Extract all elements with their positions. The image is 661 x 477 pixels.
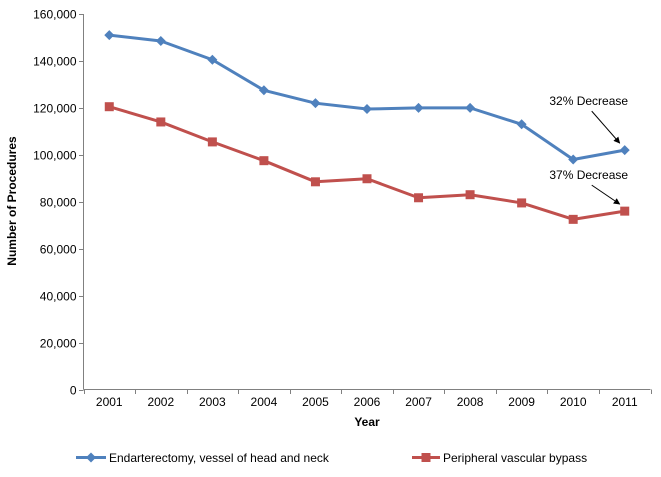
legend-item: Endarterectomy, vessel of head and neck: [76, 451, 330, 465]
series-marker: [104, 102, 114, 112]
y-tick-label: 0: [70, 384, 77, 398]
series-marker: [310, 177, 320, 187]
axes: [79, 14, 652, 394]
legend: Endarterectomy, vessel of head and neck P…: [76, 451, 587, 465]
annotation-text: 37% Decrease: [549, 168, 628, 182]
series-marker: [517, 198, 527, 208]
x-tick-label: 2011: [612, 395, 638, 409]
annotation-arrow: [591, 110, 621, 144]
legend-item: Peripheral vascular bypass: [412, 451, 587, 465]
series-marker: [516, 119, 527, 130]
legend-square-icon: [421, 453, 431, 462]
x-tick-label: 2004: [251, 395, 278, 409]
series-0: [104, 30, 630, 165]
series-marker: [465, 102, 476, 113]
annotation-text: 32% Decrease: [549, 94, 628, 108]
series-line: [107, 105, 627, 221]
series-marker: [207, 54, 218, 65]
legend-label: Peripheral vascular bypass: [443, 451, 587, 465]
series-line: [107, 33, 627, 162]
x-tick-label: 2006: [354, 395, 381, 409]
x-tick-label: 2005: [302, 395, 329, 409]
y-tick-label: 160,000: [33, 8, 77, 22]
legend-label: Endarterectomy, vessel of head and neck: [109, 451, 330, 465]
annotation: 32% Decrease: [549, 94, 628, 144]
y-tick-label: 60,000: [40, 243, 77, 257]
series-marker: [362, 104, 372, 115]
legend-diamond-icon: [86, 452, 96, 463]
series-marker: [156, 117, 166, 127]
x-tick-label: 2002: [147, 395, 174, 409]
series-marker: [259, 156, 269, 166]
annotation-arrow: [591, 184, 621, 205]
series-marker: [104, 30, 115, 41]
x-tick-label: 2010: [560, 395, 587, 409]
series-marker: [413, 102, 424, 113]
y-tick-label: 80,000: [40, 196, 77, 210]
series-marker: [155, 35, 166, 46]
x-tick-label: 2007: [405, 395, 432, 409]
y-tick-label: 20,000: [40, 337, 77, 351]
y-tick-label: 100,000: [33, 149, 77, 163]
series-marker: [568, 154, 579, 165]
y-tick-label: 40,000: [40, 290, 77, 304]
x-axis-title: Year: [354, 415, 380, 429]
series-marker: [414, 193, 424, 203]
series-marker: [362, 174, 372, 184]
series-marker: [465, 190, 475, 200]
series-marker: [258, 85, 269, 96]
x-tick-label: 2008: [457, 395, 484, 409]
y-tick-label: 120,000: [33, 102, 77, 116]
series-marker: [207, 137, 217, 147]
series-marker: [568, 214, 578, 224]
series-marker: [620, 206, 630, 216]
series-1: [104, 102, 630, 224]
series-marker: [310, 98, 321, 109]
y-axis-title: Number of Procedures: [5, 136, 19, 266]
series-marker: [619, 145, 630, 156]
x-tick-label: 2003: [199, 395, 226, 409]
x-tick-label: 2001: [96, 395, 123, 409]
y-tick-label: 140,000: [33, 55, 77, 69]
x-tick-label: 2009: [508, 395, 535, 409]
annotation: 37% Decrease: [549, 168, 628, 205]
